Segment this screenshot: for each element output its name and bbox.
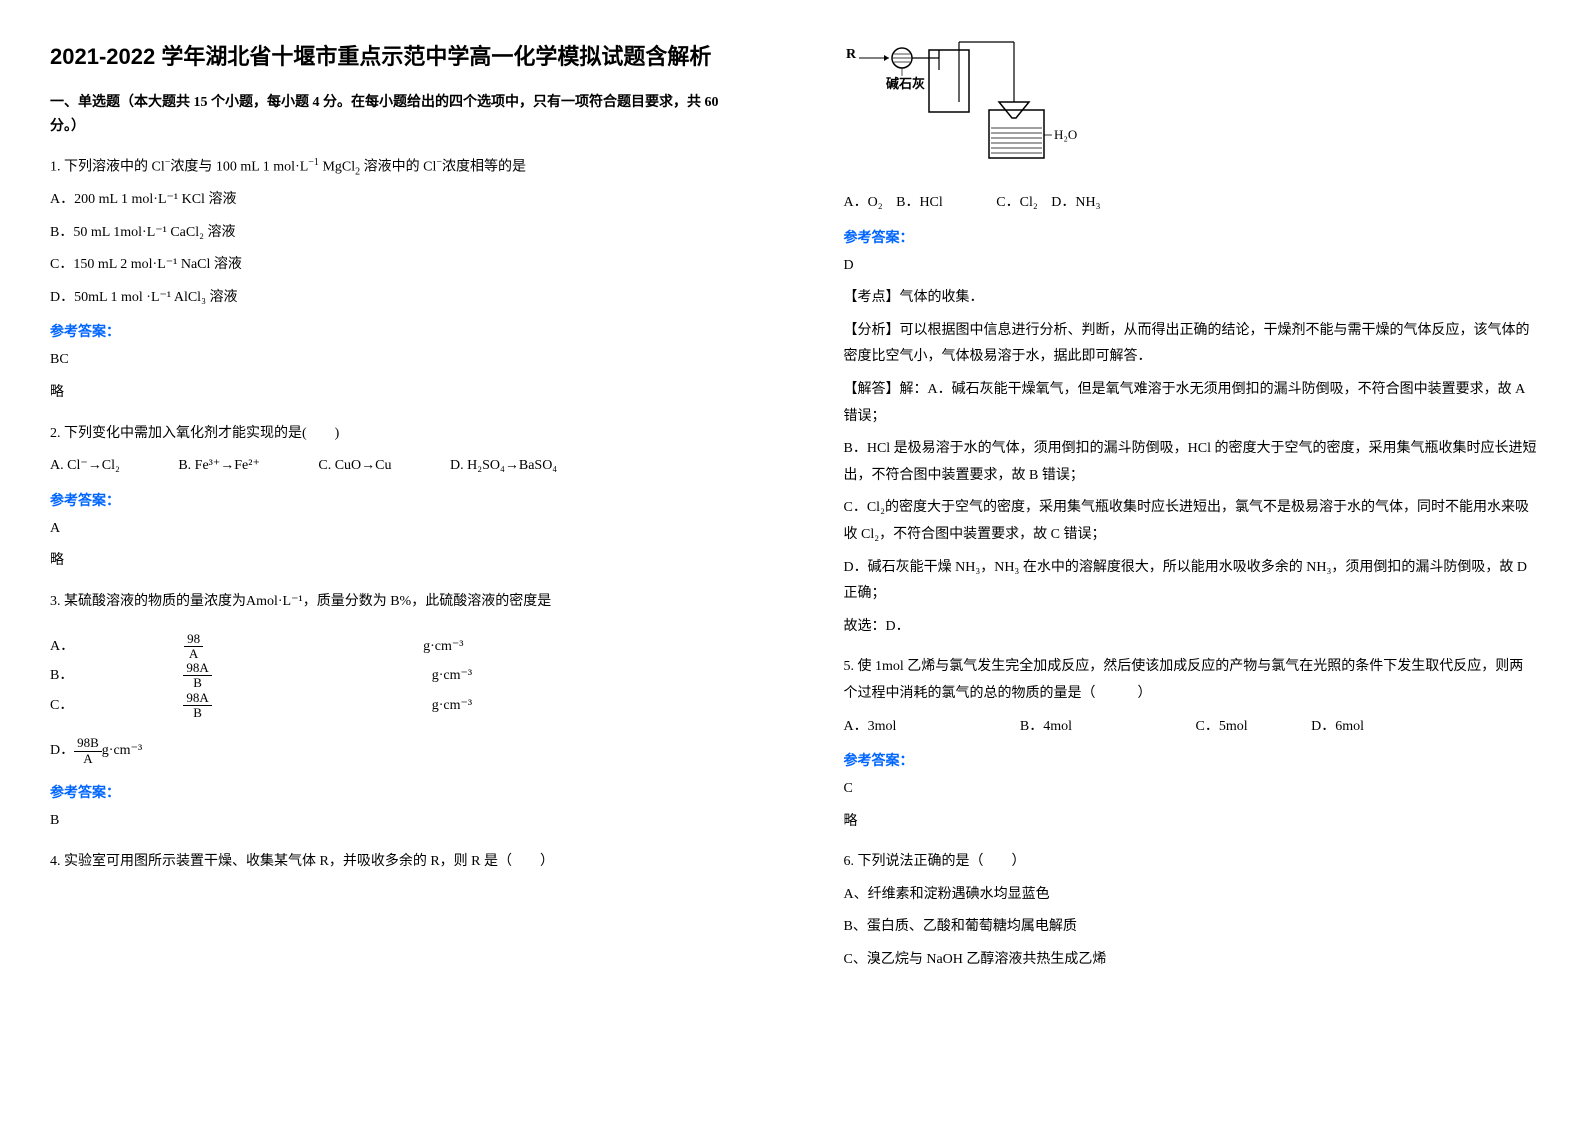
q3-options-row1: A．98Ag·cm⁻³ B．98ABg·cm⁻³ C．98ABg·cm⁻³ — [50, 632, 744, 721]
q2-note: 略 — [50, 548, 744, 575]
q1-opt-b: B．50 mL 1mol·L⁻¹ CaCl₂ 溶液 — [50, 220, 744, 247]
q2-stem: 2. 下列变化中需加入氧化剂才能实现的是( ) — [50, 421, 744, 448]
q4-diagram: R 碱石灰 — [844, 40, 1538, 170]
q3-opt-c: C．98ABg·cm⁻³ — [50, 691, 582, 721]
svg-text:R: R — [846, 47, 857, 62]
q1-stem-e: 浓度相等的是 — [442, 159, 526, 174]
q5-opt-c: C．5mol — [1196, 714, 1248, 741]
q2-opt-a: A. Cl⁻→Cl₂ — [50, 453, 120, 480]
q4-jieda-c: C．Cl₂的密度大于空气的密度，采用集气瓶收集时应长进短出，氯气不是极易溶于水的… — [844, 495, 1538, 548]
section-heading: 一、单选题（本大题共 15 个小题，每小题 4 分。在每小题给出的四个选项中，只… — [50, 91, 744, 139]
q4-jieda-d: D．碱石灰能干燥 NH₃，NH₃ 在水中的溶解度很大，所以能用水吸收多余的 NH… — [844, 555, 1538, 608]
q1-note: 略 — [50, 380, 744, 407]
q1-answer: BC — [50, 347, 744, 374]
q5-opt-b: B．4mol — [1020, 714, 1072, 741]
q4-jieda-b: B．HCl 是极易溶于水的气体，须用倒扣的漏斗防倒吸，HCl 的密度大于空气的密… — [844, 436, 1538, 489]
svg-text:碱石灰: 碱石灰 — [886, 76, 925, 91]
q3-answer-label: 参考答案： — [50, 782, 744, 802]
q4-jieda-e: 故选：D． — [844, 614, 1538, 641]
q1-stem-c: MgCl — [319, 159, 355, 174]
q1-stem-a: 1. 下列溶液中的 Cl — [50, 159, 165, 174]
q4-opt-a: A．O₂ — [844, 190, 883, 217]
q5-note: 略 — [844, 809, 1538, 836]
q4-options: A．O₂ B．HCl C．Cl₂ D．NH₃ — [844, 190, 1538, 217]
q2-answer-label: 参考答案： — [50, 490, 744, 510]
q1-answer-label: 参考答案： — [50, 321, 744, 341]
q4-answer-label: 参考答案： — [844, 227, 1538, 247]
q2-opt-d: D. H₂SO₄→BaSO₄ — [450, 453, 557, 480]
page-title: 2021-2022 学年湖北省十堰市重点示范中学高一化学模拟试题含解析 — [50, 40, 744, 73]
q1-opt-a: A．200 mL 1 mol·L⁻¹ KCl 溶液 — [50, 187, 744, 214]
q4-fenxi: 【分析】可以根据图中信息进行分析、判断，从而得出正确的结论，干燥剂不能与需干燥的… — [844, 318, 1538, 371]
q5-answer: C — [844, 776, 1538, 803]
q4-jieda-a: 【解答】解：A．碱石灰能干燥氧气，但是氧气难溶于水无须用倒扣的漏斗防倒吸，不符合… — [844, 377, 1538, 430]
q1-opt-d: D．50mL 1 mol ·L⁻¹ AlCl₃ 溶液 — [50, 285, 744, 312]
q3-opt-d: D．98BAg·cm⁻³ — [50, 736, 744, 766]
q3-stem: 3. 某硫酸溶液的物质的量浓度为Amol·L⁻¹，质量分数为 B%，此硫酸溶液的… — [50, 589, 744, 616]
q6-opt-b: B、蛋白质、乙酸和葡萄糖均属电解质 — [844, 914, 1538, 941]
q3-stem-c: ，质量分数为 B%，此硫酸溶液的密度是 — [303, 594, 552, 609]
q6-opt-a: A、纤维素和淀粉遇碘水均显蓝色 — [844, 882, 1538, 909]
q1-stem: 1. 下列溶液中的 Cl−浓度与 100 mL 1 mol·L−1 MgCl2 … — [50, 153, 744, 181]
q5-opt-d: D．6mol — [1311, 714, 1364, 741]
q2-answer: A — [50, 516, 744, 543]
q3-stem-b: Amol·L⁻¹ — [246, 594, 303, 609]
svg-text:H₂O: H₂O — [1054, 127, 1077, 142]
q5-opt-a: A．3mol — [844, 714, 897, 741]
q3-stem-a: 3. 某硫酸溶液的物质的量浓度为 — [50, 594, 246, 609]
q3-opt-b: B．98ABg·cm⁻³ — [50, 661, 582, 691]
q5-stem: 5. 使 1mol 乙烯与氯气发生完全加成反应，然后使该加成反应的产物与氯气在光… — [844, 654, 1538, 707]
q4-stem: 4. 实验室可用图所示装置干燥、收集某气体 R，并吸收多余的 R，则 R 是（ … — [50, 849, 744, 876]
q5-options: A．3mol B．4mol C．5mol D．6mol — [844, 714, 1538, 741]
q4-opt-d: D．NH₃ — [1051, 190, 1100, 217]
q1-opt-c: C．150 mL 2 mol·L⁻¹ NaCl 溶液 — [50, 252, 744, 279]
q2-options: A. Cl⁻→Cl₂ B. Fe³⁺→Fe²⁺ C. CuO→Cu D. H₂S… — [50, 453, 744, 480]
q4-answer: D — [844, 253, 1538, 280]
q1-stem-d: 溶液中的 Cl — [360, 159, 436, 174]
q2-opt-c: C. CuO→Cu — [318, 453, 391, 480]
q5-answer-label: 参考答案： — [844, 750, 1538, 770]
q3-answer: B — [50, 808, 744, 835]
q4-opt-b: B．HCl — [896, 190, 943, 217]
q4-kaodian: 【考点】气体的收集． — [844, 285, 1538, 312]
q1-stem-b: 浓度与 100 mL 1 mol·L — [170, 159, 308, 174]
q4-opt-c: C．Cl₂ — [996, 190, 1037, 217]
q6-opt-c: C、溴乙烷与 NaOH 乙醇溶液共热生成乙烯 — [844, 947, 1538, 974]
q3-opt-a: A．98Ag·cm⁻³ — [50, 632, 573, 662]
q6-stem: 6. 下列说法正确的是（ ） — [844, 849, 1538, 876]
q2-opt-b: B. Fe³⁺→Fe²⁺ — [178, 453, 260, 480]
